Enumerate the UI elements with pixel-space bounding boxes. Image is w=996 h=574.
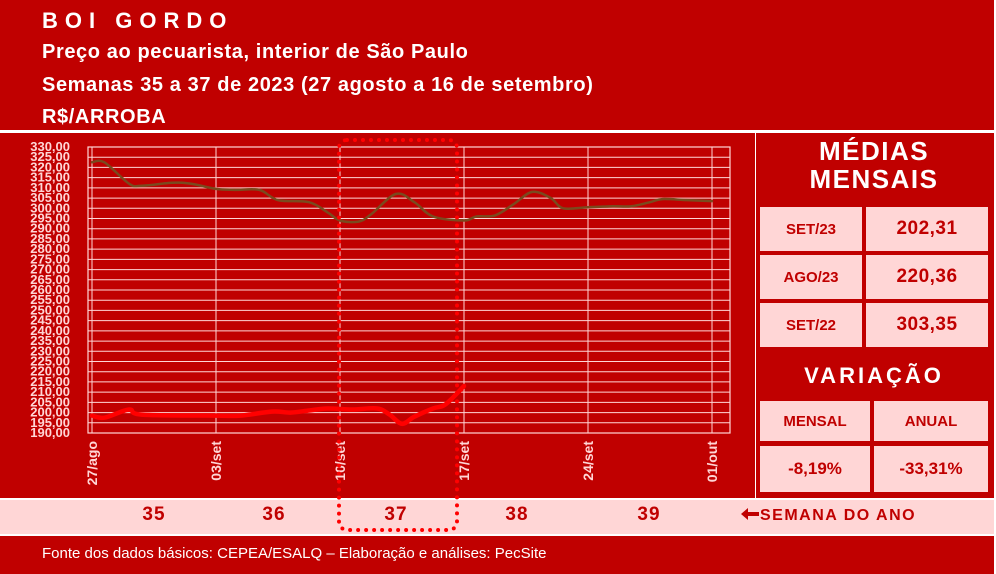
y-tick-label: 315,00	[30, 170, 70, 185]
x-tick-label: 24/set	[580, 441, 596, 481]
x-tick-label: 17/set	[456, 441, 472, 481]
variation-anual-value: -33,31%	[874, 446, 988, 492]
y-tick-label: 200,00	[30, 405, 70, 420]
y-tick-label: 265,00	[30, 272, 70, 287]
highlight-weeks-35-37	[337, 138, 459, 532]
panel-title-line2: MENSAIS	[809, 164, 939, 194]
week-36: 36	[262, 504, 286, 525]
chart-unit: R$/ARROBA	[42, 106, 167, 128]
y-tick-label: 280,00	[30, 241, 70, 256]
y-tick-label: 295,00	[30, 211, 70, 226]
y-tick-label: 270,00	[30, 262, 70, 277]
price-line-chart: 190,00195,00200,00205,00210,00215,00220,…	[0, 133, 755, 498]
y-tick-label: 245,00	[30, 313, 70, 328]
variation-mensal-value: -8,19%	[760, 446, 870, 492]
y-tick-label: 210,00	[30, 384, 70, 399]
y-tick-label: 190,00	[30, 425, 70, 440]
y-tick-label: 260,00	[30, 282, 70, 297]
y-tick-label: 320,00	[30, 159, 70, 174]
avg-value-set22: 303,35	[866, 303, 988, 347]
x-tick-label: 27/ago	[84, 441, 100, 485]
monthly-averages-panel: MÉDIAS MENSAIS SET/23 202,31 AGO/23 220,…	[756, 133, 994, 498]
series-line-2023	[89, 383, 467, 427]
chart-subtitle-region: Preço ao pecuarista, interior de São Pau…	[42, 41, 469, 63]
footer-text: Fonte dos dados básicos: CEPEA/ESALQ – E…	[42, 545, 547, 562]
week-35: 35	[142, 504, 166, 525]
y-tick-label: 225,00	[30, 354, 70, 369]
week-37: 37	[384, 504, 408, 525]
y-tick-label: 195,00	[30, 415, 70, 430]
avg-value-set23: 202,31	[866, 207, 988, 251]
y-tick-label: 220,00	[30, 364, 70, 379]
avg-label-ago23: AGO/23	[760, 255, 862, 299]
week-39: 39	[637, 504, 661, 525]
x-tick-label: 03/set	[208, 441, 224, 481]
y-tick-label: 215,00	[30, 374, 70, 389]
y-tick-label: 240,00	[30, 323, 70, 338]
variation-anual-label: ANUAL	[874, 401, 988, 441]
variation-title: VARIAÇÃO	[804, 363, 944, 388]
y-tick-label: 230,00	[30, 343, 70, 358]
y-tick-label: 305,00	[30, 190, 70, 205]
chart-title: BOI GORDO	[42, 8, 234, 33]
y-tick-label: 275,00	[30, 251, 70, 266]
avg-value-ago23: 220,36	[866, 255, 988, 299]
panel-title-line1: MÉDIAS	[818, 136, 930, 166]
y-tick-label: 205,00	[30, 394, 70, 409]
y-tick-label: 310,00	[30, 180, 70, 195]
arrow-left-icon	[741, 508, 759, 520]
y-tick-label: 255,00	[30, 292, 70, 307]
y-tick-label: 300,00	[30, 200, 70, 215]
week-38: 38	[505, 504, 529, 525]
y-tick-label: 285,00	[30, 231, 70, 246]
avg-label-set22: SET/22	[760, 303, 862, 347]
week-of-year-label: SEMANA DO ANO	[740, 507, 916, 525]
avg-label-set23: SET/23	[760, 207, 862, 251]
series-line-2022	[90, 159, 714, 224]
variation-mensal-label: MENSAL	[760, 401, 870, 441]
y-tick-label: 250,00	[30, 302, 70, 317]
x-tick-label: 01/out	[704, 441, 720, 483]
y-tick-label: 290,00	[30, 221, 70, 236]
panel-title: MÉDIAS MENSAIS	[760, 137, 988, 201]
y-tick-label: 235,00	[30, 333, 70, 348]
footer-source: Fonte dos dados básicos: CEPEA/ESALQ – E…	[0, 536, 994, 574]
y-tick-label: 325,00	[30, 149, 70, 164]
y-tick-label: 330,00	[30, 139, 70, 154]
week-of-year-text: SEMANA DO ANO	[760, 507, 917, 524]
chart-subtitle-period: Semanas 35 a 37 de 2023 (27 agosto a 16 …	[42, 74, 594, 96]
header-banner: BOI GORDO Preço ao pecuarista, interior …	[0, 0, 994, 130]
week-of-year-bar: 35 36 37 38 39 SEMANA DO ANO	[0, 500, 994, 534]
